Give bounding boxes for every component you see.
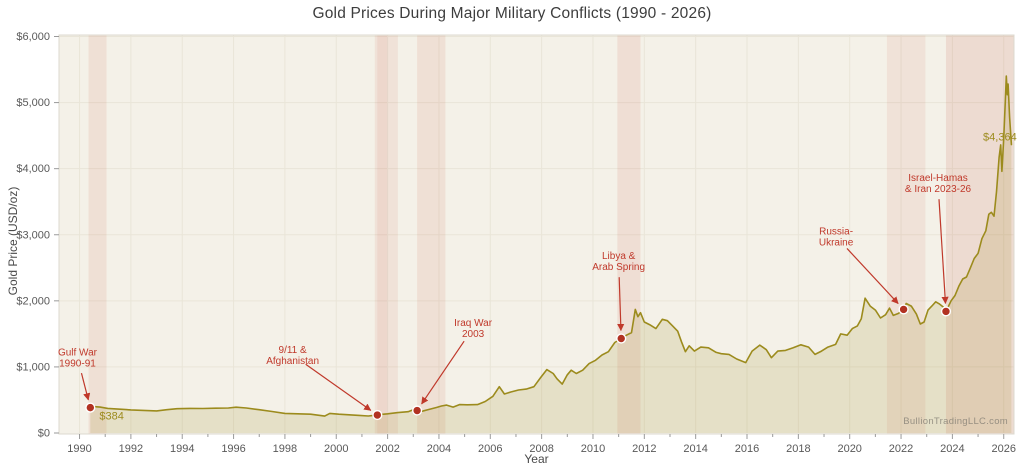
x-tick-label: 2012 (632, 443, 656, 455)
conflict-bands (88, 35, 1014, 434)
x-axis-title: Year (524, 452, 549, 466)
gridlines (59, 35, 1014, 433)
x-tick-label: 2016 (735, 443, 759, 455)
annotation-label: Russia-Ukraine (819, 227, 854, 249)
conflict-band-iraq-war (417, 35, 446, 434)
conflict-band-russia-ukraine (886, 35, 926, 434)
annotation-label: Libya & Arab Spring (592, 251, 645, 273)
chart-title: Gold Prices During Major Military Confli… (312, 5, 712, 22)
y-tick-label: $0 (38, 428, 50, 440)
x-tick-label: 2000 (324, 443, 348, 455)
annotation-label-line: Israel-Hamas (908, 173, 967, 184)
y-tick-label: $3,000 (16, 229, 50, 241)
conflict-dot-libya-arab-spring (616, 333, 627, 344)
y-tick-label: $2,000 (16, 295, 50, 307)
y-axis-title: Gold Price (USD/oz) (6, 186, 20, 296)
annotation-september-11-afghanistan: 9/11 & Afghanistan (266, 345, 383, 421)
axis-ticks (54, 36, 1005, 439)
watermark: BullionTradingLLC.com (903, 416, 1008, 427)
annotation-libya-arab-spring: Libya & Arab Spring (592, 251, 645, 344)
price-line (89, 75, 1013, 417)
y-tick-label: $1,000 (16, 361, 50, 373)
annotation-russia-ukraine: Russia-Ukraine (819, 227, 909, 315)
annotation-arrow (617, 277, 625, 332)
annotation-label: 9/11 & Afghanistan (266, 345, 319, 367)
value-label-gulf-war-price: $384 (99, 411, 123, 423)
conflict-band-israel-hamas-iran (945, 35, 1014, 434)
x-tick-label: 2006 (478, 443, 502, 455)
conflict-band-afghanistan (377, 35, 388, 434)
x-tick-label: 1994 (170, 443, 194, 455)
annotation-label-line: Ukraine (819, 238, 854, 249)
annotation-arrow (305, 363, 372, 411)
conflict-band-september-11 (374, 35, 398, 434)
x-tick-label: 1990 (67, 443, 91, 455)
annotation-israel-hamas-iran: Israel-Hamas & Iran 2023-26 (905, 173, 972, 317)
conflict-dot-iraq-war (412, 405, 423, 416)
annotation-label-line: Gulf War (58, 348, 98, 359)
annotation-arrow (80, 373, 91, 401)
x-tick-label: 2014 (683, 443, 707, 455)
conflict-band-gulf-war (88, 35, 107, 434)
conflict-dot-russia-ukraine (898, 304, 909, 315)
value-label-latest-price: $4,364 (983, 131, 1017, 143)
x-tick-label: 2022 (889, 443, 913, 455)
x-tick-labels: 1990 1992 1994 1996 1998 2000 2002 2004 2006 2008… (67, 443, 1016, 455)
x-tick-label: 1992 (119, 443, 143, 455)
annotation-label-line: Iraq War (454, 318, 493, 329)
annotation-label-line: 1990-91 (59, 359, 96, 370)
x-tick-label: 2004 (427, 443, 451, 455)
annotation-label-line: 2003 (462, 329, 485, 340)
x-tick-label: 2018 (786, 443, 810, 455)
price-area (90, 76, 1012, 433)
annotation-label: Iraq War 2003 (454, 318, 493, 340)
conflict-dot-september-11-afghanistan (372, 409, 383, 421)
y-tick-label: $6,000 (16, 31, 50, 43)
annotation-label-line: Arab Spring (592, 262, 645, 273)
annotation-label: Gulf War 1990-91 (58, 348, 98, 370)
annotation-gulf-war: Gulf War 1990-91 (58, 348, 98, 413)
x-tick-label: 1996 (221, 443, 245, 455)
annotation-arrow (846, 248, 899, 305)
annotation-label-line: Afghanistan (266, 356, 319, 367)
y-tick-label: $5,000 (16, 97, 50, 109)
x-tick-label: 2010 (581, 443, 605, 455)
x-tick-label: 2008 (529, 443, 553, 455)
conflict-dot-israel-hamas-iran (940, 306, 952, 317)
x-tick-label: 2002 (375, 443, 399, 455)
annotation-label-line: & Iran 2023-26 (905, 184, 972, 195)
annotation-arrow (938, 199, 949, 305)
y-tick-label: $4,000 (16, 163, 50, 175)
annotation-label-line: Libya & (602, 251, 636, 262)
y-tick-labels: $0 $1,000 $2,000 $3,000 $4,000 $5,000 $6,000 (16, 31, 50, 440)
annotation-label: Israel-Hamas & Iran 2023-26 (905, 173, 972, 195)
x-tick-label: 2020 (837, 443, 861, 455)
conflict-dot-gulf-war (85, 402, 96, 413)
annotation-label-line: Russia- (819, 227, 853, 238)
annotation-arrow (421, 340, 465, 405)
annotation-label-line: 9/11 & (279, 345, 307, 356)
x-tick-label: 2026 (991, 443, 1015, 455)
x-tick-label: 2024 (940, 443, 964, 455)
x-tick-label: 1998 (273, 443, 297, 455)
annotation-iraq-war: Iraq War 2003 (412, 318, 493, 416)
